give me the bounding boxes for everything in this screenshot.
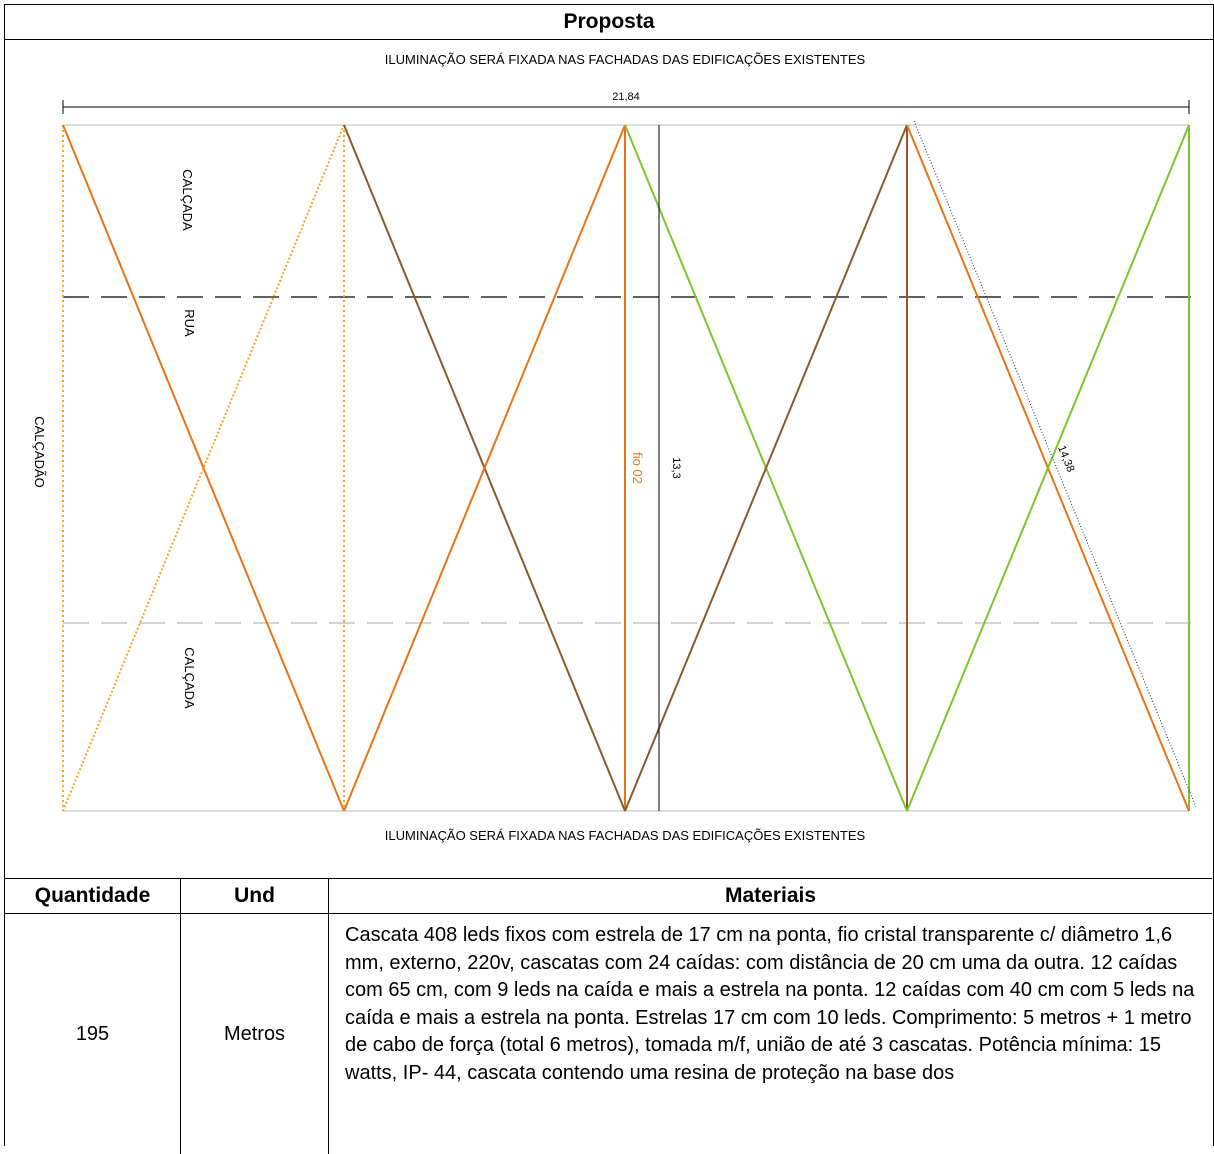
label-calcadao: CALÇADÃO <box>32 416 47 488</box>
label-calcada-bottom: CALÇADA <box>182 647 197 709</box>
diagonal-wire-4 <box>343 124 626 812</box>
header-quantidade: Quantidade <box>5 879 181 913</box>
drawing-svg: ILUMINAÇÃO SERÁ FIXADA NAS FACHADAS DAS … <box>32 52 1197 843</box>
label-rua: RUA <box>182 309 197 337</box>
cell-und: Metros <box>181 914 329 1154</box>
diagonal-wire-8 <box>906 124 1190 812</box>
diagonal-wire-1 <box>62 124 345 812</box>
header-materiais: Materiais <box>724 884 817 907</box>
dimension-diagonal-line <box>913 120 1197 808</box>
page-title: Proposta <box>5 5 1213 40</box>
diagonal-wire-6 <box>624 124 908 812</box>
note-bottom: ILUMINAÇÃO SERÁ FIXADA NAS FACHADAS DAS … <box>385 828 866 843</box>
table-header: Quantidade Und Materiais <box>5 879 1212 914</box>
dimension-height-label: 13,3 <box>670 457 682 478</box>
wire-label: fio 02 <box>630 452 645 484</box>
cell-quantidade: 195 <box>5 914 181 1154</box>
table-row: 195 Metros Cascata 408 leds fixos com es… <box>5 914 1212 1154</box>
label-calcada-top: CALÇADA <box>180 169 195 231</box>
cell-materiais: Cascata 408 leds fixos com estrela de 17… <box>345 924 1195 1084</box>
diagonal-wire-2 <box>62 124 345 812</box>
document-frame: Proposta ILUMINAÇÃO SERÁ FIXADA NAS FACH… <box>4 4 1214 1154</box>
note-top: ILUMINAÇÃO SERÁ FIXADA NAS FACHADAS DAS … <box>385 52 866 67</box>
dimension-diagonal-label: 14,38 <box>1055 444 1076 474</box>
dimension-width-label: 21,84 <box>612 91 640 103</box>
lighting-drawing: ILUMINAÇÃO SERÁ FIXADA NAS FACHADAS DAS … <box>5 40 1212 880</box>
materials-table: Quantidade Und Materiais 195 Metros Casc… <box>5 878 1212 1154</box>
header-und: Und <box>181 879 329 913</box>
